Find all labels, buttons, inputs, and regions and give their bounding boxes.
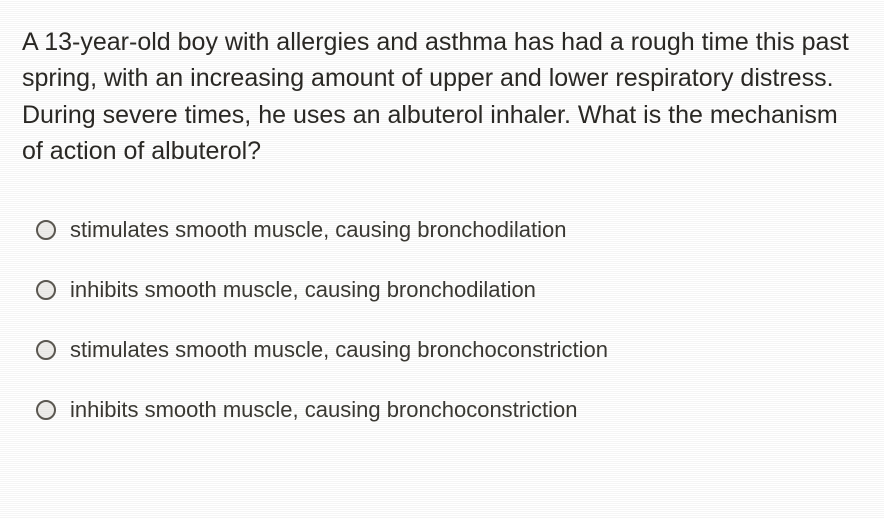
option-label: inhibits smooth muscle, causing bronchoc…: [70, 397, 577, 423]
radio-icon[interactable]: [36, 400, 56, 420]
option-row[interactable]: inhibits smooth muscle, causing bronchoc…: [36, 397, 862, 423]
option-label: stimulates smooth muscle, causing bronch…: [70, 337, 608, 363]
option-label: inhibits smooth muscle, causing bronchod…: [70, 277, 536, 303]
option-row[interactable]: stimulates smooth muscle, causing bronch…: [36, 217, 862, 243]
question-text: A 13-year-old boy with allergies and ast…: [22, 24, 862, 169]
options-list: stimulates smooth muscle, causing bronch…: [22, 217, 862, 423]
option-row[interactable]: inhibits smooth muscle, causing bronchod…: [36, 277, 862, 303]
radio-icon[interactable]: [36, 220, 56, 240]
option-row[interactable]: stimulates smooth muscle, causing bronch…: [36, 337, 862, 363]
radio-icon[interactable]: [36, 340, 56, 360]
radio-icon[interactable]: [36, 280, 56, 300]
option-label: stimulates smooth muscle, causing bronch…: [70, 217, 566, 243]
